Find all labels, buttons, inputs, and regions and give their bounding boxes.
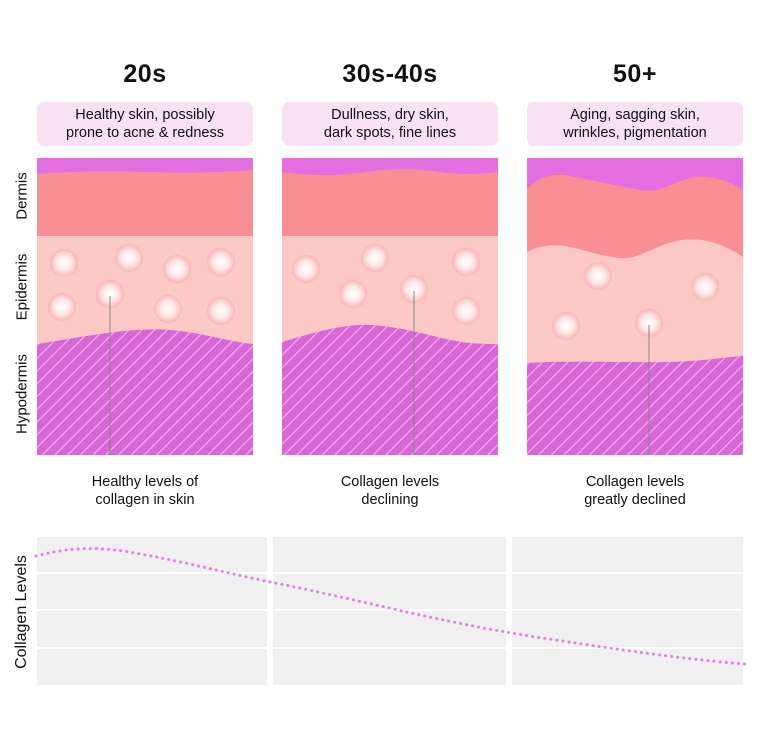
collagen-cells xyxy=(292,244,480,325)
surface-band xyxy=(37,158,253,174)
collagen-curve xyxy=(34,547,747,666)
hypodermis-layer xyxy=(37,329,253,455)
symptom-box-20s: Healthy skin, possibly prone to acne & r… xyxy=(37,102,253,146)
skin-panel-30s-40s xyxy=(282,158,498,455)
stage-title-30s-40s: 30s-40s xyxy=(342,60,438,88)
collagen-cells xyxy=(48,244,235,325)
surface-band xyxy=(282,158,498,176)
caption-50-plus: Collagen levels greatly declined xyxy=(584,474,686,508)
collagen-cells xyxy=(552,262,719,340)
skin-panel-20s xyxy=(37,158,253,455)
stage-title-20s: 20s xyxy=(123,60,167,88)
dermis-layer xyxy=(527,158,743,259)
symptom-box-50-plus: Aging, sagging skin, wrinkles, pigmentat… xyxy=(527,102,743,146)
symptom-box-30s-40s: Dullness, dry skin, dark spots, fine lin… xyxy=(282,102,498,146)
hypodermis-layer xyxy=(527,356,743,455)
hypodermis-layer xyxy=(282,324,498,455)
layer-label-dermis: Dermis xyxy=(13,172,31,220)
surface-band xyxy=(527,158,743,191)
skin-panel-50-plus xyxy=(527,158,743,455)
layer-label-hypodermis: Hypodermis xyxy=(13,353,31,435)
stage-title-50-plus: 50+ xyxy=(613,60,657,88)
graph-axis-label: Collagen Levels xyxy=(13,555,30,669)
dermis-layer xyxy=(282,158,498,236)
collagen-graph xyxy=(34,537,747,685)
caption-20s: Healthy levels of collagen in skin xyxy=(91,474,199,508)
layer-label-epidermis: Epidermis xyxy=(13,253,31,321)
caption-30s-40s: Collagen levels declining xyxy=(340,474,440,508)
